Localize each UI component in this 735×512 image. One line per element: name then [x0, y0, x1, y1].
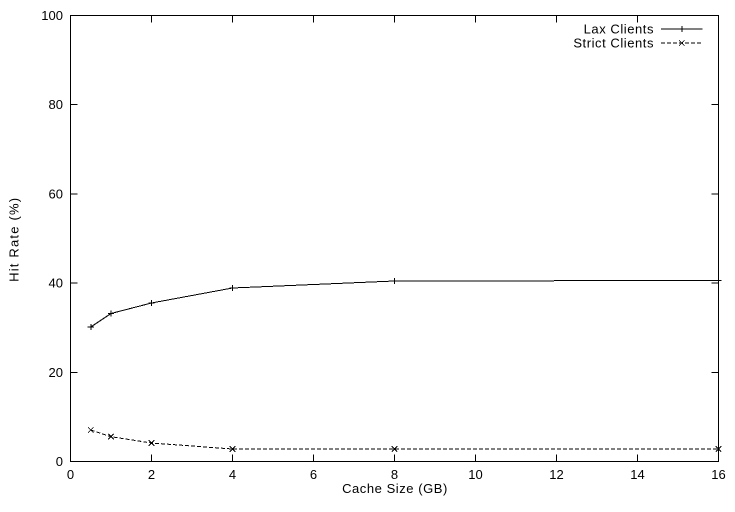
svg-text:Strict Clients: Strict Clients — [573, 36, 654, 51]
svg-text:10: 10 — [468, 467, 482, 482]
svg-text:40: 40 — [49, 276, 63, 291]
svg-text:0: 0 — [67, 467, 74, 482]
svg-text:Lax Clients: Lax Clients — [584, 22, 654, 37]
svg-text:80: 80 — [49, 97, 63, 112]
svg-text:6: 6 — [310, 467, 317, 482]
svg-text:Cache Size (GB): Cache Size (GB) — [342, 481, 448, 496]
svg-text:12: 12 — [549, 467, 563, 482]
svg-text:20: 20 — [49, 365, 63, 380]
svg-text:0: 0 — [56, 454, 63, 469]
svg-text:100: 100 — [41, 8, 63, 23]
svg-text:Hit Rate (%): Hit Rate (%) — [7, 197, 22, 282]
svg-text:2: 2 — [148, 467, 155, 482]
svg-text:4: 4 — [229, 467, 236, 482]
svg-text:16: 16 — [711, 467, 725, 482]
svg-text:60: 60 — [49, 186, 63, 201]
svg-text:8: 8 — [391, 467, 398, 482]
svg-text:14: 14 — [630, 467, 644, 482]
